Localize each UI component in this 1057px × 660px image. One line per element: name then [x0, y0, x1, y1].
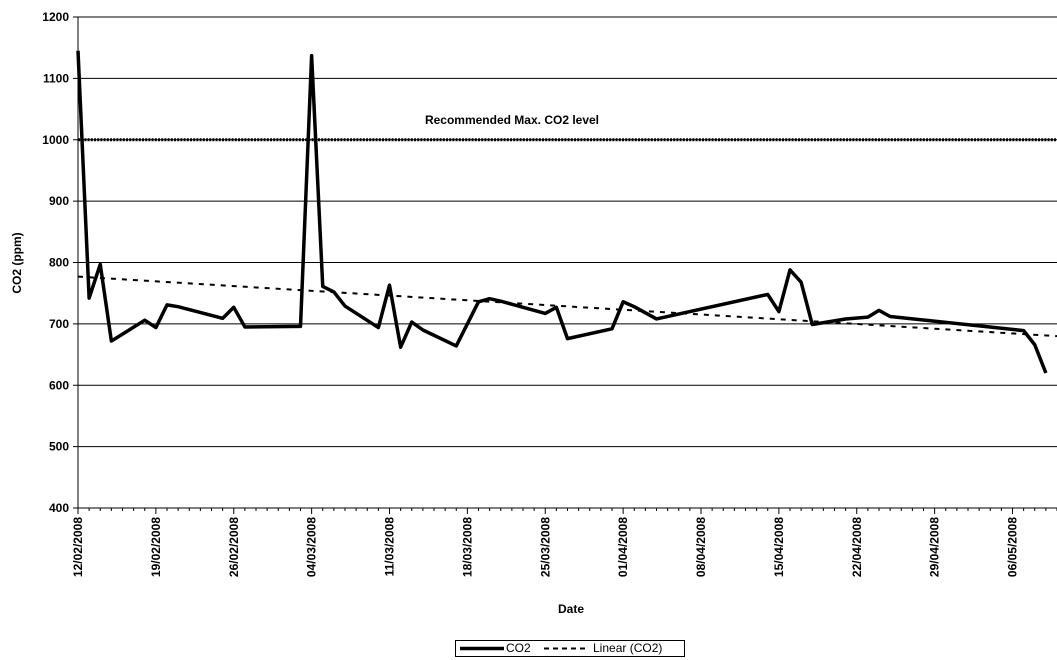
legend-label-linear: Linear (CO2)	[593, 641, 663, 655]
axis-ticks: 400 500 600 700 800 900 1000 1100 1200 12/02/2008…	[42, 10, 1057, 577]
y-tick-label: 1200	[42, 10, 69, 24]
x-tick-label: 29/04/2008	[928, 517, 942, 577]
x-tick-label: 11/03/2008	[383, 517, 397, 577]
y-tick-label: 800	[49, 256, 69, 270]
grid-lines	[77, 16, 1057, 509]
x-tick-label: 22/04/2008	[850, 517, 864, 577]
legend: CO2 Linear (CO2)	[455, 640, 685, 657]
y-tick-label: 400	[49, 501, 69, 515]
legend-label-co2: CO2	[506, 641, 531, 655]
legend-swatch-co2	[460, 646, 504, 651]
x-tick-label: 26/02/2008	[227, 517, 241, 577]
x-tick-label: 12/02/2008	[71, 517, 85, 577]
series-line-linear-trend	[77, 275, 1057, 338]
y-tick-label: 1100	[43, 71, 69, 85]
y-tick-label: 600	[49, 378, 69, 392]
y-axis-title: CO2 (ppm)	[10, 232, 24, 293]
series-lines	[76, 50, 1057, 374]
y-tick-label: 500	[49, 440, 69, 454]
x-tick-label: 19/02/2008	[149, 517, 163, 577]
y-tick-label: 700	[49, 317, 69, 331]
x-tick-label: 08/04/2008	[694, 517, 708, 577]
x-tick-label: 25/03/2008	[538, 517, 552, 577]
x-tick-label: 01/04/2008	[616, 517, 630, 577]
reference-line-label: Recommended Max. CO2 level	[425, 113, 599, 127]
legend-swatch-linear	[544, 647, 588, 650]
x-tick-label: 15/04/2008	[772, 517, 786, 577]
x-tick-label: 18/03/2008	[460, 517, 474, 577]
series-line-co2	[76, 50, 1048, 374]
y-tick-label: 1000	[42, 133, 69, 147]
x-tick-label: 06/05/2008	[1006, 517, 1020, 577]
x-tick-label: 04/03/2008	[305, 517, 319, 577]
x-axis-title: Date	[558, 602, 584, 616]
y-tick-label: 900	[49, 194, 69, 208]
